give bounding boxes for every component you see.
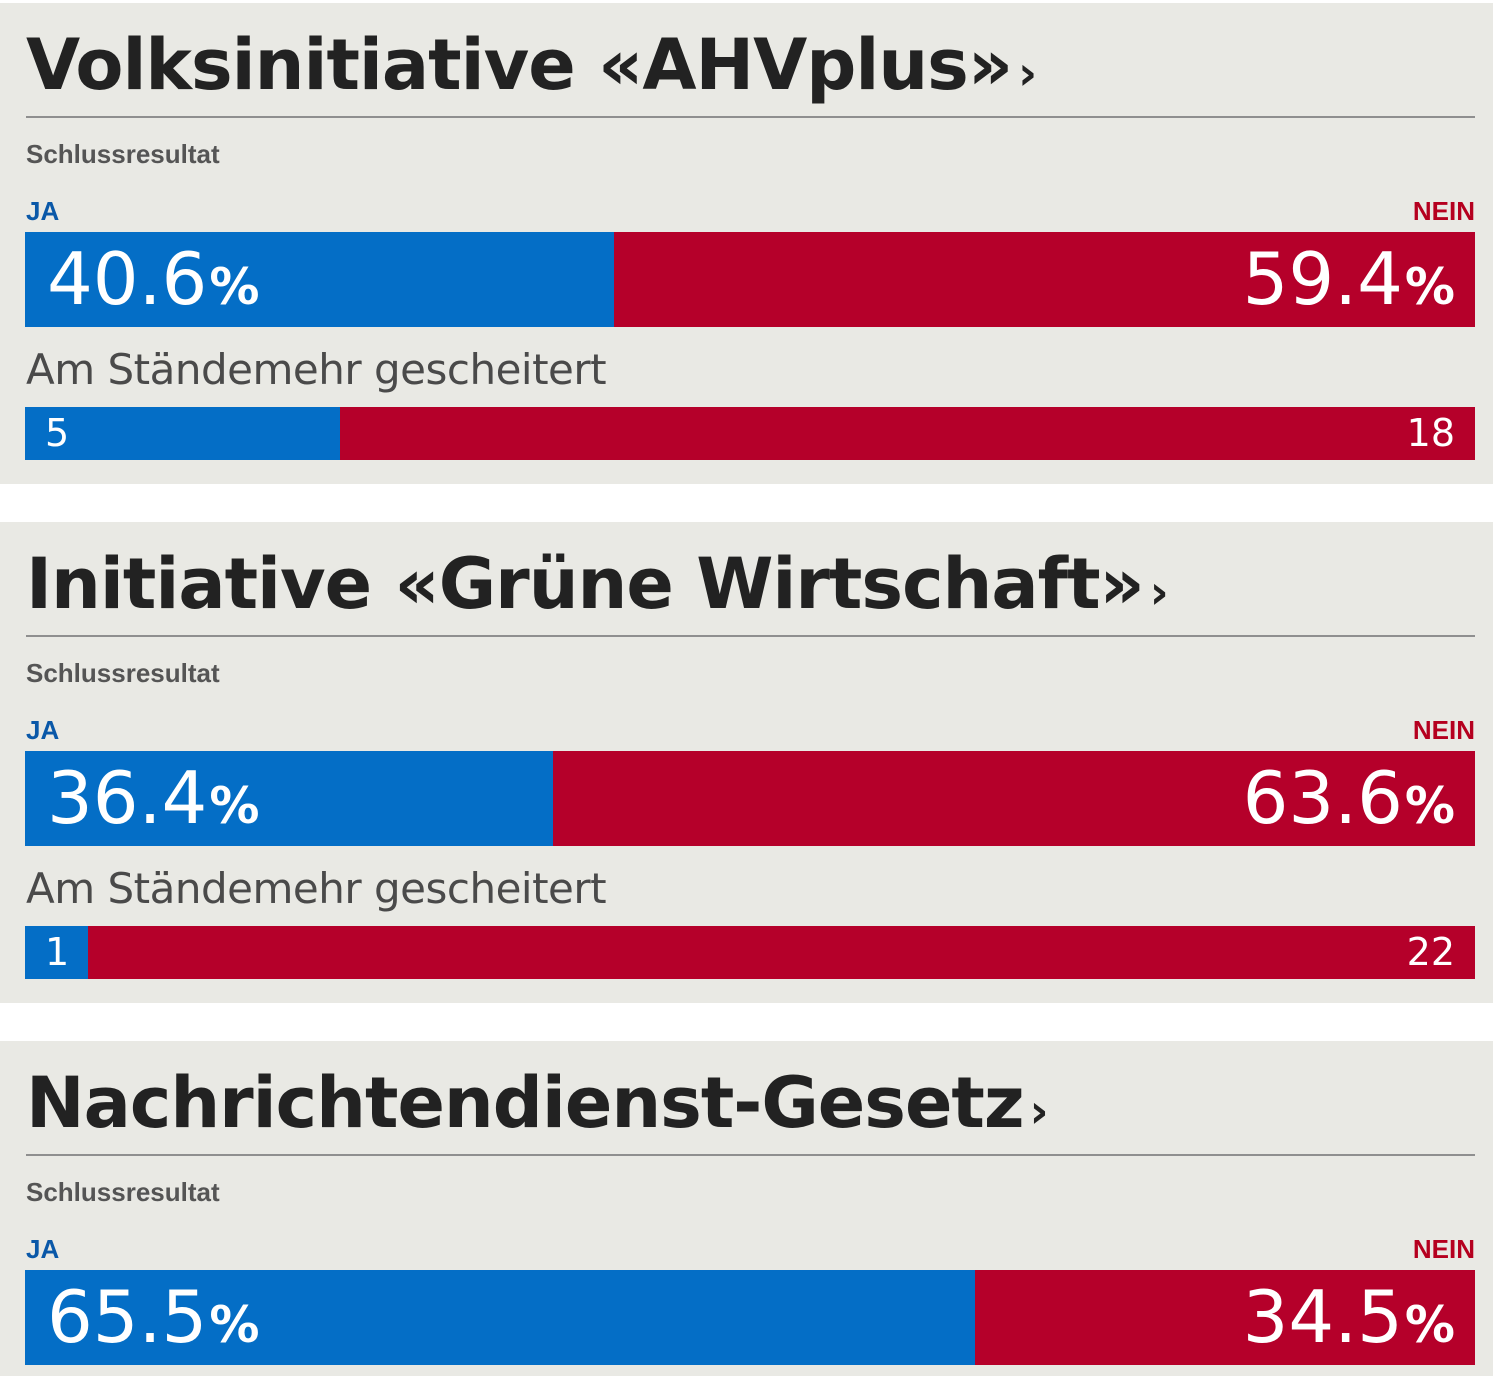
ja-share-fill [25, 232, 614, 327]
chevron-right-icon[interactable]: › [1018, 46, 1038, 100]
staende-result-text: Am Ständemehr gescheitert [26, 345, 607, 394]
nein-percent: 34.5% [1242, 1275, 1455, 1359]
ja-label: JA [26, 196, 60, 226]
vote-card-nachrichtendienst: Nachrichtendienst-Gesetz › Schlussresult… [0, 1041, 1493, 1376]
vote-title[interactable]: Initiative «Grüne Wirtschaft» [26, 543, 1145, 625]
chevron-right-icon[interactable]: › [1029, 1084, 1049, 1138]
vote-card-gruene-wirtschaft: Initiative «Grüne Wirtschaft» › Schlussr… [0, 522, 1493, 1003]
cantons-ja-count: 1 [45, 930, 70, 974]
cantons-nein-count: 18 [1406, 411, 1455, 455]
cantons-bar: 1 22 [25, 926, 1475, 979]
nein-percent: 59.4% [1242, 237, 1455, 321]
popular-vote-bar: 40.6% 59.4% [25, 232, 1475, 327]
popular-vote-bar: 36.4% 63.6% [25, 751, 1475, 846]
vote-card-ahvplus: Volksinitiative «AHVplus» › Schlussresul… [0, 3, 1493, 484]
vote-title[interactable]: Nachrichtendienst-Gesetz [26, 1062, 1025, 1144]
ja-percent: 36.4% [47, 756, 260, 840]
ja-percent: 65.5% [47, 1275, 260, 1359]
vote-title-link[interactable]: Nachrichtendienst-Gesetz › [26, 1063, 1049, 1143]
nein-label: NEIN [1412, 196, 1475, 226]
chevron-right-icon[interactable]: › [1149, 565, 1169, 619]
vote-title-link[interactable]: Initiative «Grüne Wirtschaft» › [26, 544, 1169, 624]
cantons-nein-count: 22 [1406, 930, 1455, 974]
ja-label: JA [26, 715, 60, 745]
cantons-ja-fill [25, 926, 89, 979]
nein-label: NEIN [1412, 1234, 1475, 1264]
divider [26, 116, 1475, 118]
result-status: Schlussresultat [26, 1177, 220, 1207]
nein-label: NEIN [1412, 715, 1475, 745]
cantons-ja-fill [25, 407, 341, 460]
nein-percent: 63.6% [1242, 756, 1455, 840]
divider [26, 635, 1475, 637]
vote-title[interactable]: Volksinitiative «AHVplus» [26, 24, 1013, 106]
staende-result-text: Am Ständemehr gescheitert [26, 864, 607, 913]
vote-title-link[interactable]: Volksinitiative «AHVplus» › [26, 25, 1037, 105]
divider [26, 1154, 1475, 1156]
cantons-bar: 5 18 [25, 407, 1475, 460]
result-status: Schlussresultat [26, 139, 220, 169]
cantons-ja-count: 5 [45, 411, 70, 455]
ja-percent: 40.6% [47, 237, 260, 321]
ja-label: JA [26, 1234, 60, 1264]
popular-vote-bar: 65.5% 34.5% [25, 1270, 1475, 1365]
ja-share-fill [25, 1270, 975, 1365]
result-status: Schlussresultat [26, 658, 220, 688]
ja-share-fill [25, 751, 553, 846]
